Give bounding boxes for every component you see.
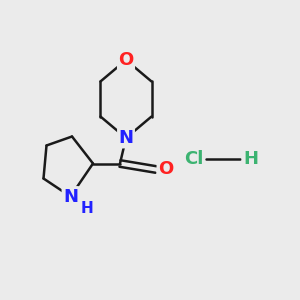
Text: O: O [118, 51, 134, 69]
Text: H: H [81, 201, 93, 216]
Text: N: N [63, 188, 78, 206]
Text: H: H [243, 150, 258, 168]
Text: O: O [158, 160, 173, 178]
Text: N: N [118, 129, 134, 147]
Text: Cl: Cl [184, 150, 203, 168]
